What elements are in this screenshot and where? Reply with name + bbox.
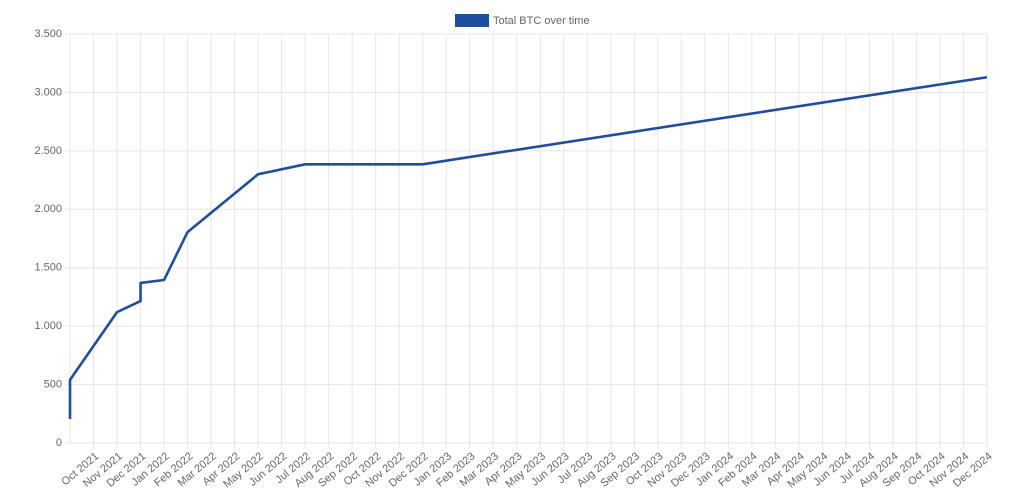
y-tick-label: 3.500: [34, 28, 62, 40]
y-tick-label: 0: [56, 437, 62, 449]
y-tick-label: 1.000: [34, 320, 62, 332]
legend-label: Total BTC over time: [493, 15, 590, 27]
y-tick-label: 3.000: [34, 86, 62, 98]
y-tick-label: 2.000: [34, 203, 62, 215]
y-tick-label: 2.500: [34, 145, 62, 157]
legend-swatch[interactable]: [455, 14, 489, 27]
y-tick-label: 500: [44, 378, 62, 390]
data-line: [68, 75, 988, 420]
y-tick-label: 1.500: [34, 262, 62, 274]
